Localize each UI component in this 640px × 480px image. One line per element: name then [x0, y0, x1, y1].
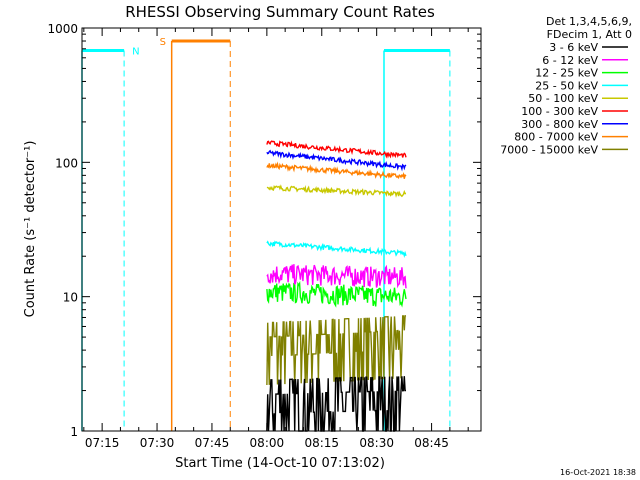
y-tick-label: 1000 — [47, 22, 78, 36]
x-tick-label: 08:15 — [304, 436, 339, 450]
x-tick-label: 07:15 — [85, 436, 120, 450]
x-tick-label: 08:45 — [414, 436, 449, 450]
legend-entry-label: 12 - 25 keV — [535, 67, 598, 80]
legend: Det 1,3,4,5,6,9, FDecim 1, Att 0 3 - 6 k… — [500, 15, 632, 156]
legend-entry-label: 3 - 6 keV — [549, 41, 598, 54]
legend-header-1: Det 1,3,4,5,6,9, — [546, 15, 632, 28]
plot-frame — [81, 27, 482, 432]
chart-title: RHESSI Observing Summary Count Rates — [125, 3, 435, 21]
legend-entry-label: 25 - 50 keV — [535, 79, 598, 92]
y-tick-label: 100 — [55, 156, 78, 170]
x-tick-label: 08:00 — [250, 436, 285, 450]
legend-entry-label: 300 - 800 keV — [521, 118, 598, 131]
x-axis-label: Start Time (14-Oct-10 07:13:02) — [175, 456, 385, 471]
x-tick-label: 07:45 — [195, 436, 230, 450]
saa-marker-label: S — [160, 37, 166, 48]
series-line — [266, 149, 407, 172]
series-line — [266, 184, 407, 198]
series-line — [266, 264, 407, 289]
legend-entry-label: 50 - 100 keV — [528, 92, 598, 105]
x-tick-label: 08:30 — [359, 436, 394, 450]
y-axis-label: Count Rate (s⁻¹ detector⁻¹) — [23, 141, 38, 318]
y-tick-label: 1 — [70, 425, 78, 439]
series-line — [266, 376, 406, 432]
series-line — [266, 240, 407, 258]
legend-entry-label: 800 - 7000 keV — [514, 131, 598, 144]
series-line — [266, 161, 407, 180]
plot-area: NS — [81, 37, 451, 432]
legend-entry-label: 7000 - 15000 keV — [500, 143, 598, 156]
series-line — [266, 315, 407, 386]
footer-date: 16-Oct-2021 18:38 — [560, 468, 636, 477]
series-line — [266, 280, 407, 308]
night-marker-label: N — [132, 46, 139, 57]
legend-entry-label: 6 - 12 keV — [542, 54, 598, 67]
y-tick-label: 10 — [63, 291, 78, 305]
series-line — [266, 140, 407, 159]
x-tick-label: 07:30 — [140, 436, 175, 450]
legend-header-2: FDecim 1, Att 0 — [547, 28, 632, 41]
legend-entry-label: 100 - 300 keV — [521, 105, 598, 118]
